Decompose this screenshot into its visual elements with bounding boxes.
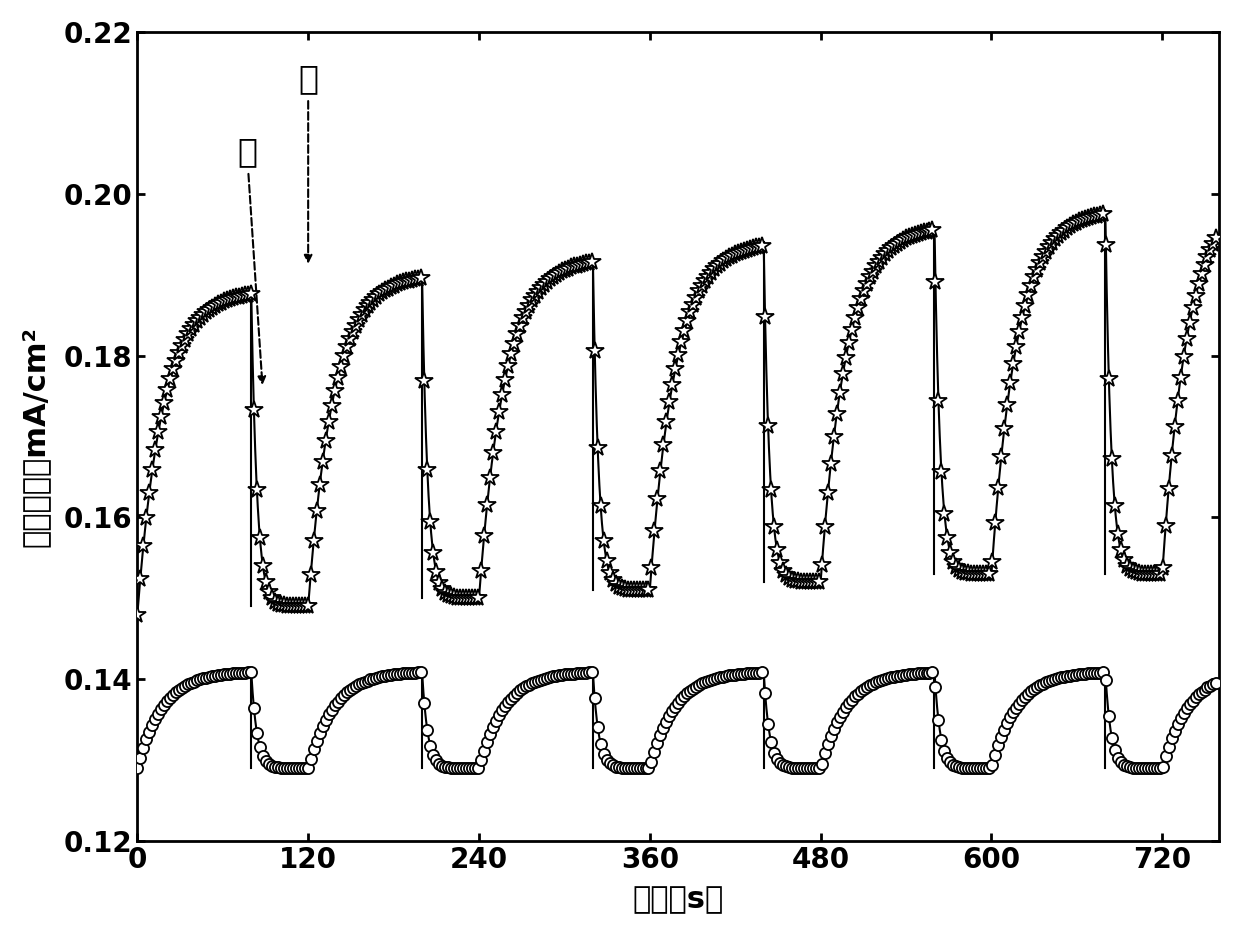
Y-axis label: 光电流密度mA/cm²: 光电流密度mA/cm² [21,326,50,547]
Text: 光: 光 [237,136,265,382]
X-axis label: 时间（s）: 时间（s） [632,885,724,914]
Text: 暗: 暗 [298,63,319,262]
